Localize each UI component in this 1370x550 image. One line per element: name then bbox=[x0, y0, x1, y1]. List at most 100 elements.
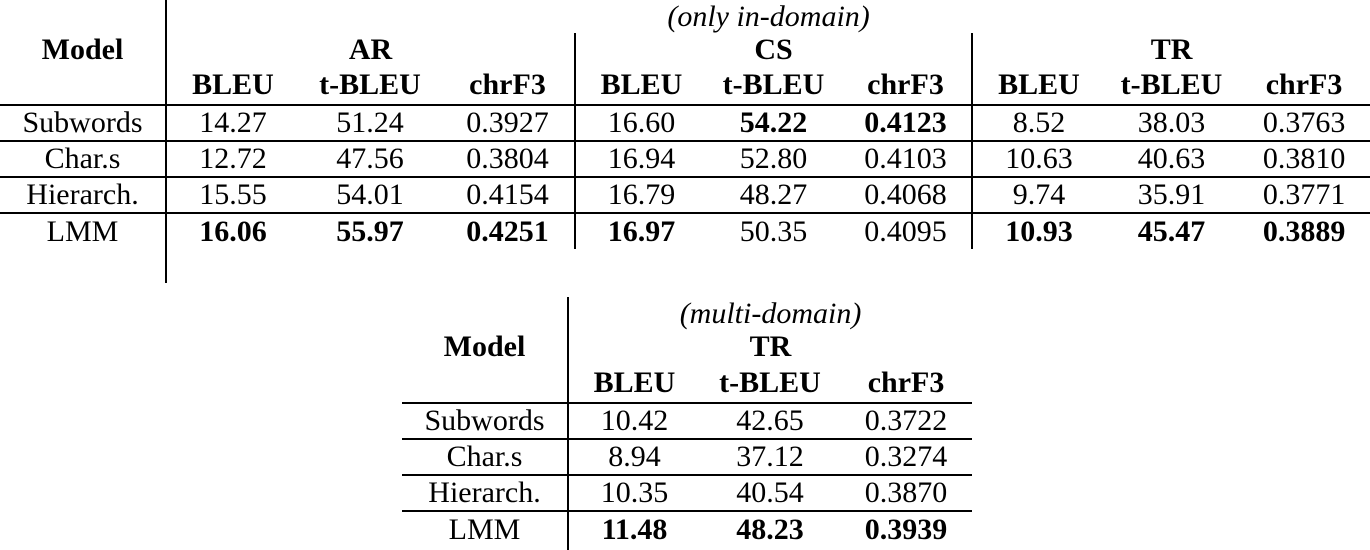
metric-cell: 8.52 bbox=[971, 105, 1105, 142]
table-row-chars: Char.s 8.94 37.12 0.3274 bbox=[402, 439, 973, 476]
table-row-hierarch: Hierarch. 15.55 54.01 0.4154 16.79 48.27… bbox=[0, 177, 1370, 214]
spacer-cell bbox=[166, 249, 1370, 283]
table-row-subwords: Subwords 10.42 42.65 0.3722 bbox=[402, 403, 973, 440]
metric-header-ar-chrf3: chrF3 bbox=[441, 66, 575, 106]
model-cell: Hierarch. bbox=[0, 177, 167, 214]
group-header-ar: AR bbox=[348, 33, 393, 66]
metric-cell: 16.06 bbox=[199, 214, 267, 248]
model-cell: LMM bbox=[0, 213, 167, 249]
group-header-tr: TR bbox=[749, 330, 792, 363]
metric-cell: 54.22 bbox=[707, 105, 840, 142]
metric-cell: 45.47 bbox=[1137, 214, 1206, 248]
table-row-hierarch: Hierarch. 10.35 40.54 0.3870 bbox=[402, 475, 973, 512]
metric-cell: 48.27 bbox=[707, 177, 840, 214]
metric-cell: 48.23 bbox=[736, 512, 804, 546]
multi-domain-title: (multi-domain) bbox=[679, 297, 862, 330]
metric-header-tr-bleu: BLEU bbox=[971, 66, 1105, 106]
metric-cell: 0.3889 bbox=[1262, 214, 1346, 248]
metric-cell: 12.72 bbox=[166, 141, 299, 178]
multi-domain-title-row: (multi-domain) bbox=[402, 297, 972, 330]
spacer-cell bbox=[0, 0, 167, 33]
metric-cell: 0.3722 bbox=[840, 403, 973, 440]
multi-domain-table: (multi-domain) Model TR BLEU t-BLEU chrF… bbox=[402, 297, 973, 550]
metric-header-chrf3: chrF3 bbox=[840, 363, 973, 404]
metric-cell: 15.55 bbox=[166, 177, 299, 214]
rule-extension-row bbox=[0, 249, 1370, 283]
table-row-subwords: Subwords 14.27 51.24 0.3927 16.60 54.22 … bbox=[0, 105, 1370, 142]
in-domain-metric-header-row: BLEU t-BLEU chrF3 BLEU t-BLEU chrF3 BLEU… bbox=[0, 66, 1370, 106]
model-cell: Char.s bbox=[0, 141, 167, 178]
metric-cell: 40.54 bbox=[700, 475, 840, 512]
metric-cell: 11.48 bbox=[601, 512, 668, 546]
table-row-lmm: LMM 11.48 48.23 0.3939 bbox=[402, 511, 972, 547]
metric-cell: 0.3763 bbox=[1238, 105, 1370, 142]
metric-cell: 10.93 bbox=[971, 213, 1105, 249]
metric-cell: 0.3804 bbox=[441, 141, 575, 178]
metric-cell: 37.12 bbox=[700, 439, 840, 476]
model-cell: Subwords bbox=[0, 105, 167, 142]
metric-cell: 0.4095 bbox=[864, 214, 947, 248]
metric-cell: 0.3274 bbox=[840, 439, 973, 476]
metric-cell: 16.60 bbox=[574, 105, 707, 142]
metric-cell: 16.97 bbox=[574, 213, 707, 249]
model-cell: Char.s bbox=[402, 439, 569, 476]
spacer-cell bbox=[402, 363, 569, 404]
metric-header-bleu: BLEU bbox=[568, 363, 700, 404]
in-domain-title-row: (only in-domain) bbox=[0, 0, 1370, 33]
metric-cell: 0.4154 bbox=[441, 177, 575, 214]
multi-domain-group-header-row: Model TR bbox=[402, 330, 972, 363]
metric-cell: 16.79 bbox=[574, 177, 707, 214]
metric-cell: 0.3810 bbox=[1238, 141, 1370, 178]
metric-cell: 0.4251 bbox=[466, 214, 549, 248]
metric-cell: 0.4103 bbox=[840, 141, 972, 178]
metric-cell: 55.97 bbox=[336, 214, 404, 248]
metric-cell: 50.35 bbox=[739, 214, 808, 248]
in-domain-group-header-row: Model AR CS TR bbox=[0, 33, 1370, 66]
metric-cell: 0.3939 bbox=[864, 512, 948, 546]
rule-extension-row bbox=[402, 547, 972, 550]
metric-cell: 51.24 bbox=[299, 105, 441, 142]
table-row-lmm: LMM 16.06 55.97 0.4251 16.97 50.35 0.409… bbox=[0, 213, 1370, 249]
metric-cell: 0.4068 bbox=[840, 177, 972, 214]
metric-cell: 8.94 bbox=[568, 439, 700, 476]
metric-cell: 35.91 bbox=[1105, 177, 1238, 214]
spacer-cell bbox=[0, 66, 167, 106]
metric-cell: 54.01 bbox=[299, 177, 441, 214]
metric-header-cs-chrf3: chrF3 bbox=[840, 66, 972, 106]
metric-cell: 16.94 bbox=[574, 141, 707, 178]
metric-cell: 10.35 bbox=[568, 475, 700, 512]
in-domain-title: (only in-domain) bbox=[667, 0, 870, 33]
metric-cell: 0.3927 bbox=[441, 105, 575, 142]
in-domain-table: (only in-domain) Model AR CS TR BLEU t-B… bbox=[0, 0, 1370, 283]
metric-cell: 0.3870 bbox=[840, 475, 973, 512]
metric-cell: 9.74 bbox=[971, 177, 1105, 214]
multi-domain-metric-header-row: BLEU t-BLEU chrF3 bbox=[402, 363, 973, 404]
model-column-header: Model bbox=[402, 330, 569, 363]
metric-header-tr-chrf3: chrF3 bbox=[1238, 66, 1370, 106]
metric-cell: 14.27 bbox=[166, 105, 299, 142]
group-header-cs: CS bbox=[574, 33, 972, 66]
metric-cell: 10.42 bbox=[568, 403, 700, 440]
metric-header-tr-tbleu: t-BLEU bbox=[1105, 66, 1238, 106]
table-row-chars: Char.s 12.72 47.56 0.3804 16.94 52.80 0.… bbox=[0, 141, 1370, 178]
metric-header-tbleu: t-BLEU bbox=[700, 363, 840, 404]
metric-header-ar-bleu: BLEU bbox=[166, 66, 299, 106]
group-header-tr: TR bbox=[970, 33, 1370, 66]
model-cell: Subwords bbox=[402, 403, 569, 440]
metric-cell: 38.03 bbox=[1105, 105, 1238, 142]
metric-header-cs-bleu: BLEU bbox=[574, 66, 707, 106]
model-cell: LMM bbox=[402, 511, 569, 547]
metric-header-ar-tbleu: t-BLEU bbox=[299, 66, 441, 106]
spacer-cell bbox=[402, 297, 569, 330]
metric-cell: 47.56 bbox=[299, 141, 441, 178]
spacer-cell bbox=[0, 249, 167, 283]
model-cell: Hierarch. bbox=[402, 475, 569, 512]
metric-header-cs-tbleu: t-BLEU bbox=[707, 66, 840, 106]
metric-cell: 52.80 bbox=[707, 141, 840, 178]
metric-cell: 0.4123 bbox=[840, 105, 972, 142]
spacer-cell bbox=[402, 547, 569, 550]
metric-cell: 10.63 bbox=[971, 141, 1105, 178]
metric-cell: 40.63 bbox=[1105, 141, 1238, 178]
model-column-header: Model bbox=[0, 33, 167, 66]
